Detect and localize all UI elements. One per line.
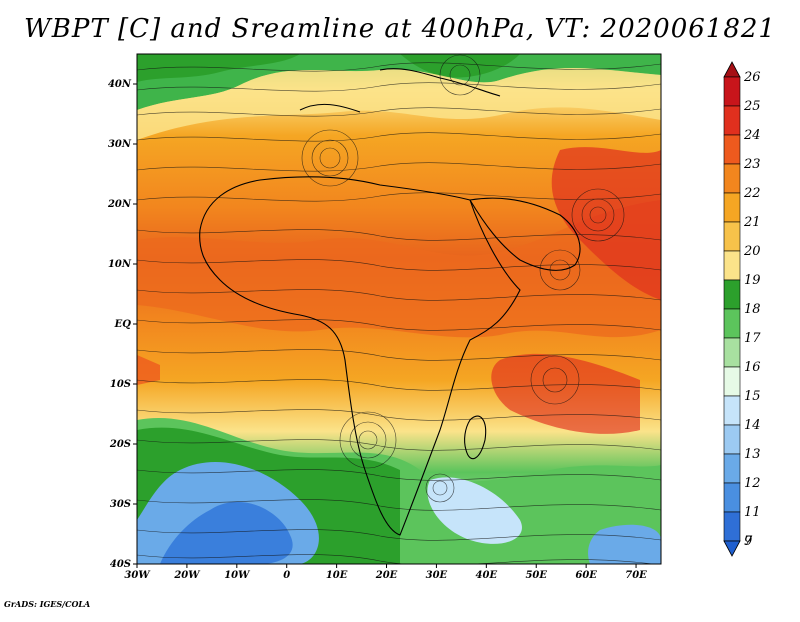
- colorbar-swatch: [723, 395, 741, 426]
- wbpt-shading: [137, 54, 661, 564]
- colorbar-swatch: [723, 424, 741, 455]
- longitude-axis: 30W 20W 10W 0 10E 20E 30E 40E 50E 60E 70E: [124, 564, 647, 581]
- colorbar-label: 24: [743, 128, 761, 143]
- colorbar-label: 15: [744, 389, 761, 404]
- lon-label: 70E: [625, 570, 647, 581]
- colorbar-swatch: [723, 221, 741, 252]
- colorbar-label: 21: [743, 215, 761, 230]
- lon-label: 50E: [525, 570, 547, 581]
- colorbar-label: 19: [744, 273, 761, 288]
- coastlines: [199, 68, 581, 536]
- colorbar-swatch: [723, 105, 741, 136]
- lon-label: 20W: [173, 570, 201, 581]
- colorbar-swatch: [723, 250, 741, 281]
- colorbar-label: 11: [744, 505, 761, 520]
- colorbar-arrow-bottom: [723, 540, 741, 557]
- lat-label: 30S: [110, 499, 131, 510]
- colorbar-swatch: [723, 76, 741, 107]
- lat-label: 20S: [109, 439, 131, 450]
- colorbar-label: 22: [743, 186, 761, 201]
- colorbar-label: 18: [744, 302, 761, 317]
- colorbar-label: 7: [744, 534, 753, 549]
- colorbar-swatch: [723, 337, 741, 368]
- lon-label: 0: [283, 570, 290, 581]
- lon-label: 30W: [124, 570, 151, 581]
- colorbar: 26 25 24 23 22 21 20 19 18 17 16 15 14 13 12 11 97: [723, 61, 761, 557]
- colorbar-label: 14: [744, 418, 761, 433]
- colorbar-label: 20: [743, 244, 761, 259]
- colorbar-label: 13: [744, 447, 761, 462]
- colorbar-label: 16: [744, 360, 761, 375]
- colorbar-label: 17: [744, 331, 761, 346]
- colorbar-label: 23: [743, 157, 761, 172]
- lon-label: 10W: [224, 570, 251, 581]
- credit-text: GrADS: IGES/COLA: [4, 599, 91, 609]
- lon-label: 20E: [375, 570, 398, 581]
- colorbar-label: 12: [744, 476, 761, 491]
- lat-label: 40S: [110, 559, 131, 570]
- colorbar-swatch: [723, 308, 741, 339]
- colorbar-swatch: [723, 482, 741, 513]
- colorbar-swatch: [723, 192, 741, 223]
- colorbar-label: 25: [743, 99, 761, 114]
- colorbar-swatch: [723, 511, 741, 542]
- colorbar-arrow-top: [723, 61, 741, 78]
- lat-label: 10N: [108, 259, 132, 270]
- streamlines: [137, 54, 661, 564]
- colorbar-swatch: [723, 453, 741, 484]
- lon-label: 60E: [575, 570, 597, 581]
- colorbar-swatch: [723, 366, 741, 397]
- map-frame: [136, 53, 662, 565]
- colorbar-swatch: [723, 134, 741, 165]
- lat-label: 40N: [108, 79, 132, 90]
- colorbar-label: 9: [744, 534, 752, 549]
- lon-label: 30E: [426, 570, 448, 581]
- lat-label: EQ: [114, 319, 132, 330]
- lat-label: 20N: [107, 199, 132, 210]
- colorbar-swatch: [723, 163, 741, 194]
- latitude-axis: 40N 30N 20N 10N EQ 10S 20S 30S 40S: [107, 79, 137, 570]
- colorbar-label: 26: [743, 70, 761, 85]
- lat-label: 30N: [108, 139, 132, 150]
- lon-label: 40E: [476, 570, 498, 581]
- lon-label: 10E: [326, 570, 348, 581]
- map-title: WBPT [C] and Sreamline at 400hPa, VT: 20…: [24, 14, 776, 44]
- lat-label: 10S: [110, 379, 131, 390]
- colorbar-swatch: [723, 279, 741, 310]
